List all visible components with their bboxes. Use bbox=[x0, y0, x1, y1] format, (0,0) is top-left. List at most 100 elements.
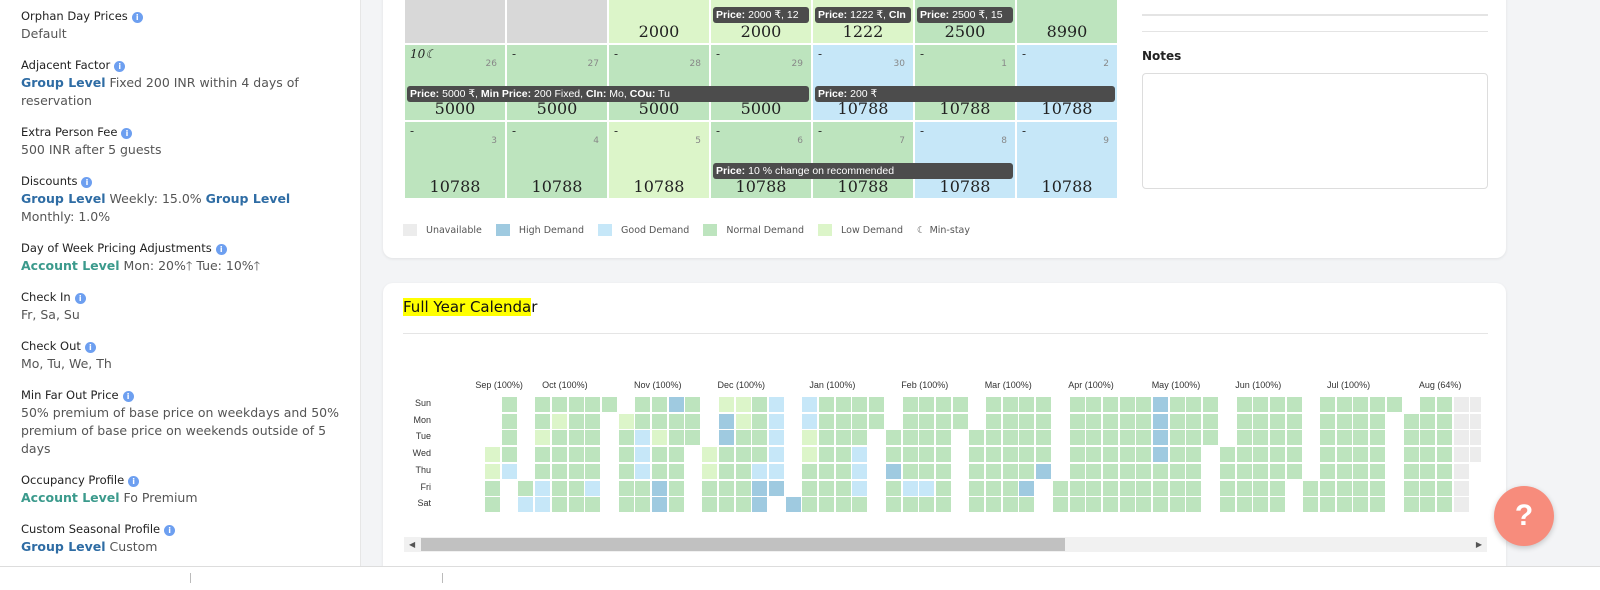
heatmap-day-cell[interactable] bbox=[718, 413, 734, 429]
heatmap-day-cell[interactable] bbox=[935, 397, 951, 412]
heatmap-day-cell[interactable] bbox=[1153, 447, 1168, 463]
heatmap-day-cell[interactable] bbox=[635, 447, 651, 463]
info-icon[interactable]: i bbox=[74, 293, 86, 304]
heatmap-day-cell[interactable] bbox=[1336, 497, 1352, 513]
heatmap-day-cell[interactable] bbox=[1169, 430, 1185, 446]
price-override-label[interactable]: Price: 10 % change on recommended bbox=[713, 163, 1013, 179]
heatmap-day-cell[interactable] bbox=[1019, 430, 1035, 446]
heatmap-day-cell[interactable] bbox=[969, 430, 985, 446]
heatmap-day-cell[interactable] bbox=[702, 480, 718, 496]
heatmap-day-cell[interactable] bbox=[1470, 430, 1481, 446]
heatmap-day-cell[interactable] bbox=[652, 463, 667, 479]
heatmap-day-cell[interactable] bbox=[1169, 480, 1185, 496]
heatmap-day-cell[interactable] bbox=[835, 397, 851, 412]
heatmap-day-cell[interactable] bbox=[1002, 480, 1018, 496]
heatmap-day-cell[interactable] bbox=[986, 397, 1001, 412]
heatmap-day-cell[interactable] bbox=[1353, 413, 1369, 429]
heatmap-day-cell[interactable] bbox=[1420, 480, 1436, 496]
heatmap-day-cell[interactable] bbox=[1253, 447, 1269, 463]
heatmap-day-cell[interactable] bbox=[535, 413, 551, 429]
heatmap-day-cell[interactable] bbox=[735, 397, 751, 412]
heatmap-day-cell[interactable] bbox=[1269, 413, 1285, 429]
heatmap-day-cell[interactable] bbox=[1336, 430, 1352, 446]
heatmap-day-cell[interactable] bbox=[1236, 480, 1252, 496]
heatmap-day-cell[interactable] bbox=[1236, 447, 1252, 463]
heatmap-day-cell[interactable] bbox=[1453, 413, 1469, 429]
heatmap-day-cell[interactable] bbox=[1069, 447, 1085, 463]
heatmap-day-cell[interactable] bbox=[568, 463, 584, 479]
heatmap-day-cell[interactable] bbox=[635, 413, 651, 429]
heatmap-day-cell[interactable] bbox=[535, 480, 551, 496]
heatmap-day-cell[interactable] bbox=[768, 480, 784, 496]
heatmap-day-cell[interactable] bbox=[568, 430, 584, 446]
heatmap-day-cell[interactable] bbox=[635, 497, 651, 513]
heatmap-day-cell[interactable] bbox=[1019, 497, 1035, 513]
calendar-day-cell[interactable]: - 29 5000 bbox=[711, 45, 811, 120]
heatmap-day-cell[interactable] bbox=[702, 497, 718, 513]
heatmap-day-cell[interactable] bbox=[585, 497, 601, 513]
heatmap-day-cell[interactable] bbox=[1086, 497, 1102, 513]
heatmap-day-cell[interactable] bbox=[585, 480, 601, 496]
heatmap-day-cell[interactable] bbox=[1320, 447, 1335, 463]
calendar-day-cell[interactable]: - 9 10788 bbox=[1017, 122, 1117, 198]
heatmap-day-cell[interactable] bbox=[1269, 497, 1285, 513]
heatmap-day-cell[interactable] bbox=[1470, 447, 1481, 463]
heatmap-day-cell[interactable] bbox=[1420, 430, 1436, 446]
heatmap-day-cell[interactable] bbox=[1286, 463, 1302, 479]
heatmap-day-cell[interactable] bbox=[835, 430, 851, 446]
heatmap-day-cell[interactable] bbox=[768, 463, 784, 479]
heatmap-day-cell[interactable] bbox=[1370, 413, 1386, 429]
heatmap-day-cell[interactable] bbox=[885, 447, 901, 463]
price-override-label[interactable]: Price: 2000 ₹, 12 bbox=[713, 7, 809, 23]
heatmap-day-cell[interactable] bbox=[1036, 447, 1052, 463]
heatmap-day-cell[interactable] bbox=[1036, 430, 1052, 446]
heatmap-day-cell[interactable] bbox=[919, 397, 935, 412]
heatmap-day-cell[interactable] bbox=[1153, 480, 1168, 496]
heatmap-day-cell[interactable] bbox=[1420, 497, 1436, 513]
heatmap-day-cell[interactable] bbox=[1102, 413, 1118, 429]
heatmap-day-cell[interactable] bbox=[1086, 480, 1102, 496]
heatmap-day-cell[interactable] bbox=[1370, 430, 1386, 446]
heatmap-day-cell[interactable] bbox=[835, 497, 851, 513]
heatmap-day-cell[interactable] bbox=[902, 497, 918, 513]
heatmap-day-cell[interactable] bbox=[1320, 463, 1335, 479]
heatmap-day-cell[interactable] bbox=[1269, 447, 1285, 463]
heatmap-day-cell[interactable] bbox=[1069, 430, 1085, 446]
heatmap-day-cell[interactable] bbox=[652, 447, 667, 463]
info-icon[interactable]: i bbox=[164, 525, 176, 536]
calendar-day-cell[interactable] bbox=[507, 0, 607, 43]
calendar-day-cell[interactable]: 8990 bbox=[1017, 0, 1117, 43]
heatmap-day-cell[interactable] bbox=[1286, 447, 1302, 463]
heatmap-day-cell[interactable] bbox=[1019, 397, 1035, 412]
calendar-day-cell[interactable]: 10☾ 26 5000 bbox=[405, 45, 505, 120]
heatmap-day-cell[interactable] bbox=[1169, 413, 1185, 429]
heatmap-day-cell[interactable] bbox=[1119, 397, 1135, 412]
heatmap-day-cell[interactable] bbox=[1036, 413, 1052, 429]
heatmap-day-cell[interactable] bbox=[618, 447, 634, 463]
heatmap-day-cell[interactable] bbox=[1403, 430, 1419, 446]
heatmap-day-cell[interactable] bbox=[1153, 463, 1168, 479]
heatmap-day-cell[interactable] bbox=[1086, 397, 1102, 412]
heatmap-day-cell[interactable] bbox=[1219, 447, 1235, 463]
heatmap-day-cell[interactable] bbox=[752, 480, 768, 496]
heatmap-day-cell[interactable] bbox=[935, 480, 951, 496]
heatmap-day-cell[interactable] bbox=[718, 447, 734, 463]
heatmap-day-cell[interactable] bbox=[551, 447, 567, 463]
heatmap-day-cell[interactable] bbox=[1119, 497, 1135, 513]
price-override-label[interactable]: Price: 5000 ₹, Min Price: 200 Fixed, CIn… bbox=[407, 86, 809, 102]
heatmap-day-cell[interactable] bbox=[1336, 480, 1352, 496]
heatmap-day-cell[interactable] bbox=[1219, 463, 1235, 479]
heatmap-day-cell[interactable] bbox=[1086, 430, 1102, 446]
calendar-day-cell[interactable]: - 1 10788 bbox=[915, 45, 1015, 120]
heatmap-day-cell[interactable] bbox=[1019, 413, 1035, 429]
calendar-day-cell[interactable]: - 6 10788 bbox=[711, 122, 811, 198]
heatmap-day-cell[interactable] bbox=[969, 497, 985, 513]
heatmap-day-cell[interactable] bbox=[802, 447, 818, 463]
heatmap-day-cell[interactable] bbox=[1420, 397, 1436, 412]
heatmap-day-cell[interactable] bbox=[1253, 480, 1269, 496]
heatmap-day-cell[interactable] bbox=[1269, 480, 1285, 496]
heatmap-day-cell[interactable] bbox=[1036, 463, 1052, 479]
heatmap-day-cell[interactable] bbox=[752, 463, 768, 479]
heatmap-day-cell[interactable] bbox=[1336, 397, 1352, 412]
heatmap-day-cell[interactable] bbox=[652, 413, 667, 429]
